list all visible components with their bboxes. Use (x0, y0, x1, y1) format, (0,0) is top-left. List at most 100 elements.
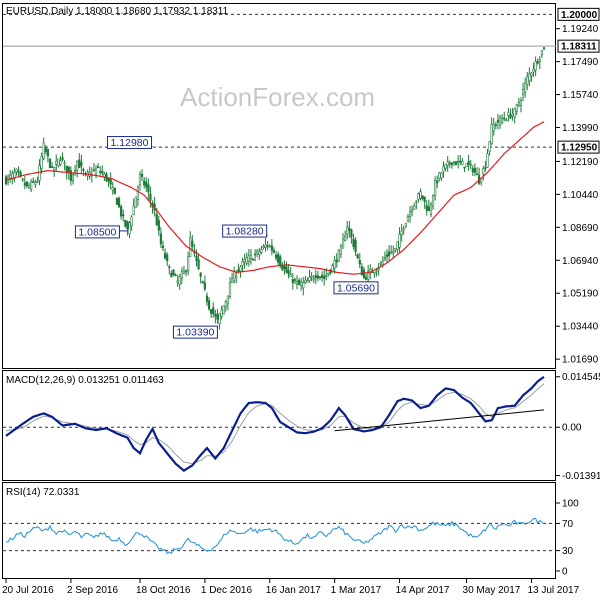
x-tick-label: 1 Mar 2017 (331, 585, 382, 596)
candle-body (283, 265, 286, 270)
candle-body (172, 269, 175, 275)
candle-body (277, 254, 280, 263)
candle-body (295, 281, 299, 285)
candle-body (348, 227, 351, 231)
candle-body (318, 276, 322, 279)
candle-body (166, 254, 169, 262)
candle-body (521, 89, 525, 96)
rsi-grid-layer (3, 522, 556, 552)
candle-body (496, 119, 500, 123)
candle-body (15, 169, 18, 173)
candle-body (132, 205, 135, 216)
price-level-label: 1.20000 (561, 10, 598, 21)
candle-body (404, 223, 407, 227)
candle-body (130, 216, 133, 227)
price-level-box (557, 7, 600, 21)
candle-body (220, 309, 223, 317)
macd-panel-frame (2, 370, 556, 481)
candle-body (346, 226, 349, 235)
candle-body (515, 104, 518, 112)
candle-body (251, 258, 255, 261)
candle-body (178, 276, 181, 285)
y-tick-label: 1.15740 (562, 90, 599, 101)
candle-body (373, 272, 376, 275)
candle-body (289, 274, 292, 278)
candle-body (297, 279, 301, 286)
candle-body (360, 266, 363, 276)
macd-header-text: MACD(12,26,9) 0.013251 0.011463 (6, 375, 164, 386)
y-tick-label: 1.01690 (562, 355, 599, 366)
candle-body (454, 161, 458, 166)
candle-body (69, 170, 72, 181)
candle-body (235, 275, 238, 278)
candle-body (254, 253, 257, 256)
candle-body (438, 172, 441, 179)
candle-body (419, 191, 422, 199)
price-level-label: 1.12950 (561, 143, 598, 154)
candle-body (358, 260, 361, 265)
candle-body (482, 168, 485, 175)
candle-body (109, 178, 112, 185)
candle-body (117, 197, 121, 208)
callouts-layer: 1.12980 1.08500 1.03390 1.08280 1.05690 (74, 136, 379, 339)
candle-body (245, 257, 248, 264)
candle-body (335, 259, 338, 263)
candle-body (38, 165, 41, 181)
watermark-text: ActionForex.com (180, 82, 375, 112)
candle-body (461, 160, 464, 165)
candle-body (191, 240, 194, 247)
candle-body (446, 161, 449, 166)
candle-body (402, 228, 405, 230)
callout-box (107, 136, 153, 150)
price-level-box (557, 39, 600, 53)
candle-body (542, 47, 546, 49)
x-axis: 20 Jul 2016 2 Sep 2016 18 Oct 2016 1 Dec 20… (2, 578, 580, 596)
candle-body (538, 59, 541, 62)
y-tick-label: 1.03440 (562, 322, 599, 333)
candle-body (501, 118, 504, 123)
candle-body (207, 300, 211, 310)
candle-body (30, 181, 33, 190)
rsi-header-text: RSI(14) 72.0331 (6, 487, 80, 498)
macd-trendline (334, 409, 545, 432)
candle-body (134, 196, 137, 209)
candle-body (124, 219, 127, 227)
candle-body (473, 167, 477, 173)
candle-body (25, 181, 29, 187)
candle-body (168, 266, 171, 269)
candle-body (362, 269, 366, 278)
candle-body (92, 169, 96, 172)
candle-body (400, 230, 403, 236)
candle-body (197, 259, 200, 270)
candle-body (323, 275, 326, 279)
callout-label: 1.05690 (337, 282, 375, 294)
candle-body (390, 251, 393, 254)
candle-body (364, 276, 368, 280)
candle-body (71, 173, 75, 181)
candle-body (249, 254, 253, 259)
callout-box (222, 224, 268, 238)
candle-body (9, 174, 12, 179)
candle-body (155, 213, 158, 226)
candle-body (367, 271, 370, 281)
candle-body (375, 270, 378, 273)
candle-body (341, 238, 345, 249)
rsi-line-layer (5, 518, 545, 555)
candle-body (377, 268, 380, 271)
candle-body (237, 269, 240, 272)
price-axis: 1.19240 1.17490 1.15740 1.13990 1.12190 1.104… (556, 24, 599, 366)
price-boxes-layer: 1.20000 1.12950 1.18311 (557, 7, 600, 154)
candle-body (356, 254, 359, 259)
candle-body (421, 195, 424, 200)
candle-body (327, 272, 330, 275)
macd-y-tick-label: 0.00 (562, 423, 582, 434)
price-grid-layer (3, 13, 556, 148)
candle-body (339, 245, 343, 255)
candle-body (534, 61, 537, 71)
candle-body (411, 209, 414, 212)
candle-body (325, 275, 328, 277)
candle-body (126, 221, 129, 229)
candle-body (279, 256, 282, 267)
y-tick-label: 1.05190 (562, 289, 599, 300)
candle-body (396, 241, 399, 250)
